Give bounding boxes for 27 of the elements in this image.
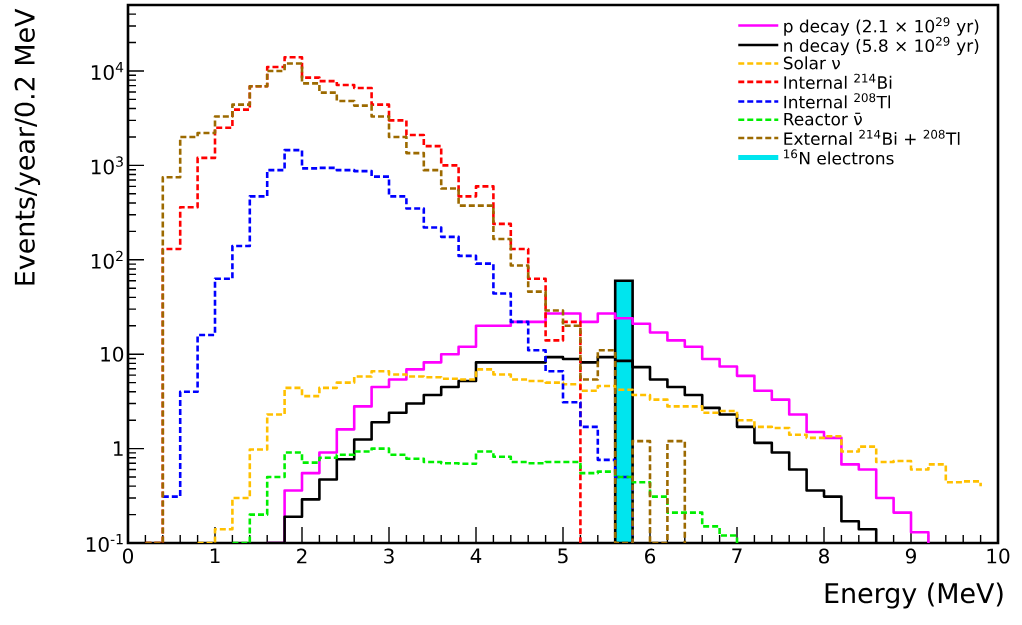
- legend-label: Internal $^{214}$Bi: [784, 73, 892, 89]
- x-tick-label: 5: [558, 548, 568, 564]
- legend-label: External $^{214}$Bi + $^{208}$Tl: [784, 129, 960, 146]
- legend-label: Internal $^{208}$Tl: [784, 93, 891, 109]
- legend-label: $^{16}$N electrons: [784, 149, 894, 165]
- legend-label: n decay (5.8 × 10$^{29}$ yr): [784, 36, 979, 56]
- legend-label: Solar ν: [783, 56, 840, 70]
- x-tick-label: 7: [732, 548, 742, 564]
- x-tick-label: 1: [210, 548, 220, 564]
- y-tick-label: 10$^{-1}$: [86, 534, 123, 552]
- legend-label: p decay (2.1 × 10$^{29}$ yr): [784, 17, 979, 36]
- x-tick-label: 3: [384, 548, 394, 564]
- y-axis-title: Events/year/0.2 MeV: [14, 8, 41, 285]
- x-tick-label: 9: [905, 548, 916, 564]
- y-tick-label: 10$^{4}$: [91, 62, 124, 80]
- y-tick-label: 10: [101, 346, 124, 362]
- x-axis-title: Energy (MeV): [825, 582, 1003, 609]
- x-tick-label: 0: [122, 548, 134, 564]
- x-tick-label: 8: [819, 548, 829, 564]
- y-tick-label: 1: [113, 441, 123, 456]
- x-tick-label: 4: [470, 548, 482, 564]
- x-tick-label: 10: [987, 548, 1010, 564]
- y-tick-label: 10$^{2}$: [91, 250, 123, 269]
- x-tick-label: 2: [297, 548, 307, 564]
- y-tick-label: 10$^{3}$: [91, 156, 123, 175]
- x-tick-label: 6: [645, 548, 656, 564]
- legend-label: Reactor ν̄: [784, 112, 862, 126]
